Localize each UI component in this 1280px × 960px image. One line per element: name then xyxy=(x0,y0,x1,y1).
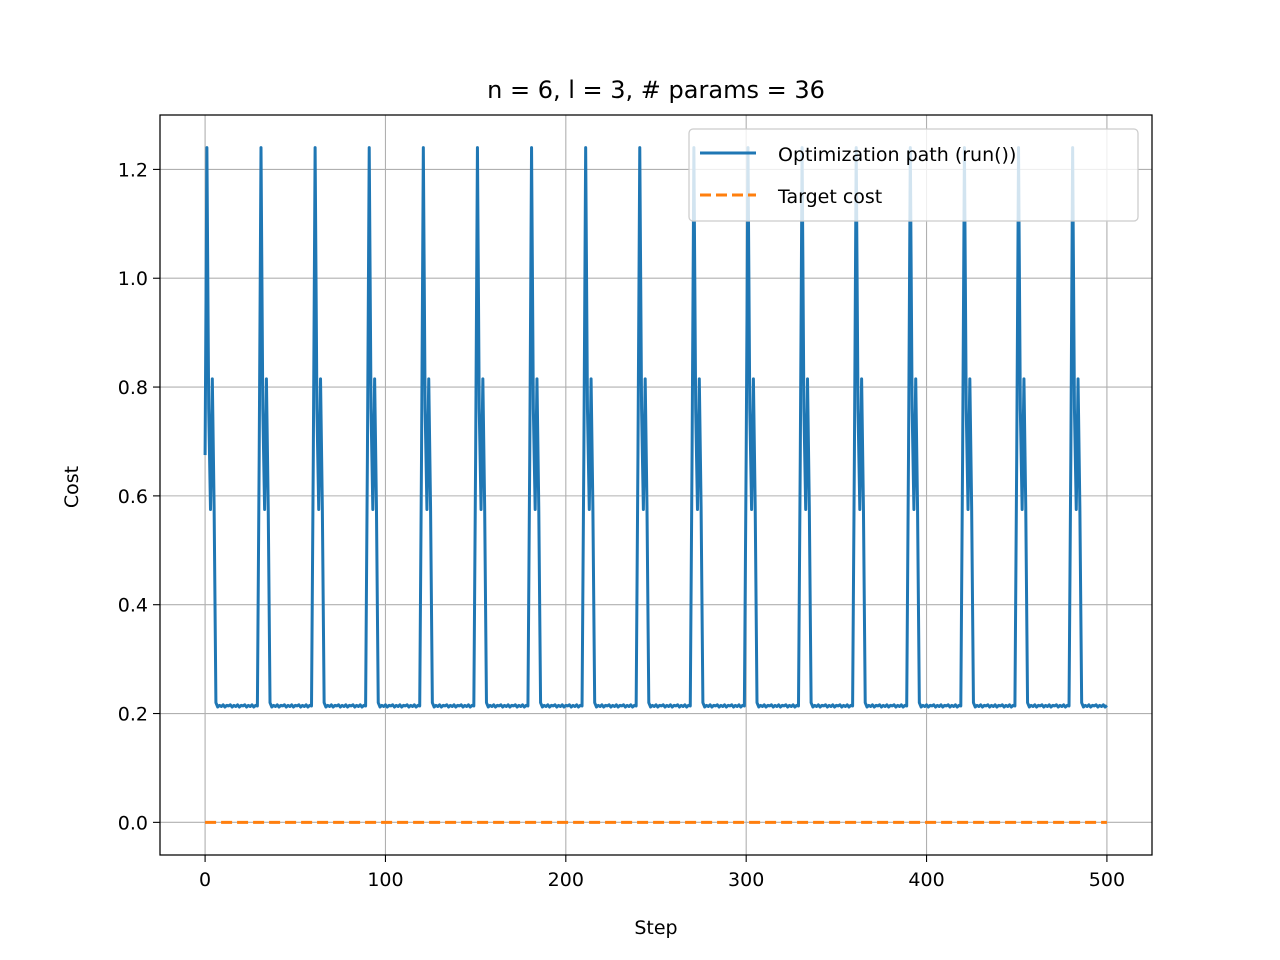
series-layer xyxy=(203,146,1108,824)
y-tick-label: 0.4 xyxy=(118,595,148,617)
legend: Optimization path (run()) Target cost xyxy=(688,128,1139,222)
y-tick-label: 0.6 xyxy=(118,486,148,508)
x-tick-label: 100 xyxy=(367,869,403,891)
y-axis-label: Cost xyxy=(61,466,83,508)
y-tick-label: 1.0 xyxy=(118,268,148,290)
legend-label-target-cost: Target cost xyxy=(777,186,882,208)
x-tick-label: 500 xyxy=(1089,869,1125,891)
x-tick-label: 400 xyxy=(908,869,944,891)
y-tick-label: 0.0 xyxy=(118,812,148,834)
legend-box xyxy=(688,128,1139,222)
y-ticks: 0.0 0.2 0.4 0.6 0.8 1.0 1.2 xyxy=(118,159,160,834)
grid xyxy=(160,115,1152,855)
y-tick-label: 0.8 xyxy=(118,377,148,399)
chart-title: n = 6, l = 3, # params = 36 xyxy=(487,76,825,104)
series-line-optimization-path xyxy=(203,146,1108,709)
y-tick-label: 1.2 xyxy=(118,159,148,181)
x-ticks: 0 100 200 300 400 500 xyxy=(199,855,1125,891)
x-tick-label: 200 xyxy=(548,869,584,891)
y-tick-label: 0.2 xyxy=(118,704,148,726)
x-axis-label: Step xyxy=(634,917,677,939)
x-tick-label: 0 xyxy=(199,869,211,891)
axes-frame xyxy=(159,114,1153,856)
x-tick-label: 300 xyxy=(728,869,764,891)
legend-label-optimization-path: Optimization path (run()) xyxy=(778,144,1016,166)
